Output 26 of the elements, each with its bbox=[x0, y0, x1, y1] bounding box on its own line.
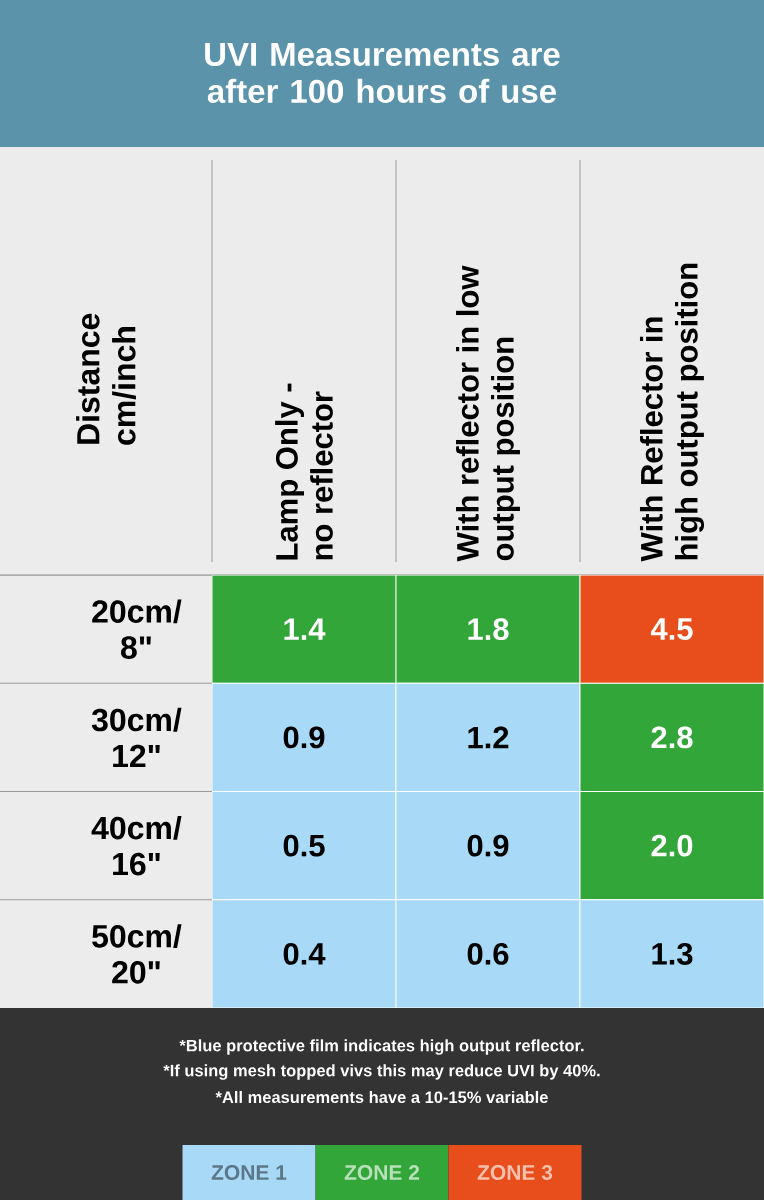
y-tick-label: 50cm/ 20" bbox=[92, 924, 182, 984]
y-tick-label: 30cm/ 12" bbox=[91, 707, 182, 767]
category-label: ZONE 2 bbox=[344, 1165, 420, 1180]
data-label: 1.2 bbox=[468, 726, 509, 749]
x-tick-label: Lamp Only - no reflector bbox=[275, 383, 333, 560]
data-label: 1.4 bbox=[284, 618, 326, 640]
category-label: ZONE 1 bbox=[211, 1165, 287, 1180]
chart-title: UVI Measurements are after 100 hours of use bbox=[205, 42, 560, 104]
text: *Blue protective film indicates high output reflector. bbox=[179, 1039, 584, 1055]
data-label: 0.5 bbox=[283, 834, 325, 857]
data-label: 0.9 bbox=[467, 834, 509, 857]
data-label: 0.4 bbox=[283, 942, 326, 965]
y-tick-label: 40cm/ 16" bbox=[91, 815, 182, 876]
x-tick-label: With Reflector in high output position bbox=[639, 263, 705, 562]
data-label: 4.5 bbox=[650, 618, 693, 640]
text: *All measurements have a 10-15% variable bbox=[215, 1090, 548, 1104]
data-label: 2.8 bbox=[651, 726, 693, 749]
data-label: 2.0 bbox=[651, 834, 693, 857]
data-label: 0.9 bbox=[283, 726, 325, 749]
text: *If using mesh topped vivs this may reduce UVI by 40%. bbox=[163, 1064, 600, 1080]
x-tick-label: With reflector in low output position bbox=[456, 265, 520, 562]
y-tick-label: 20cm/ 8" bbox=[92, 599, 182, 659]
data-label: 1.3 bbox=[652, 942, 693, 965]
y-axis-title: Distance cm/inch bbox=[76, 313, 136, 445]
data-label: 0.6 bbox=[467, 942, 509, 965]
category-label: ZONE 3 bbox=[477, 1165, 553, 1180]
